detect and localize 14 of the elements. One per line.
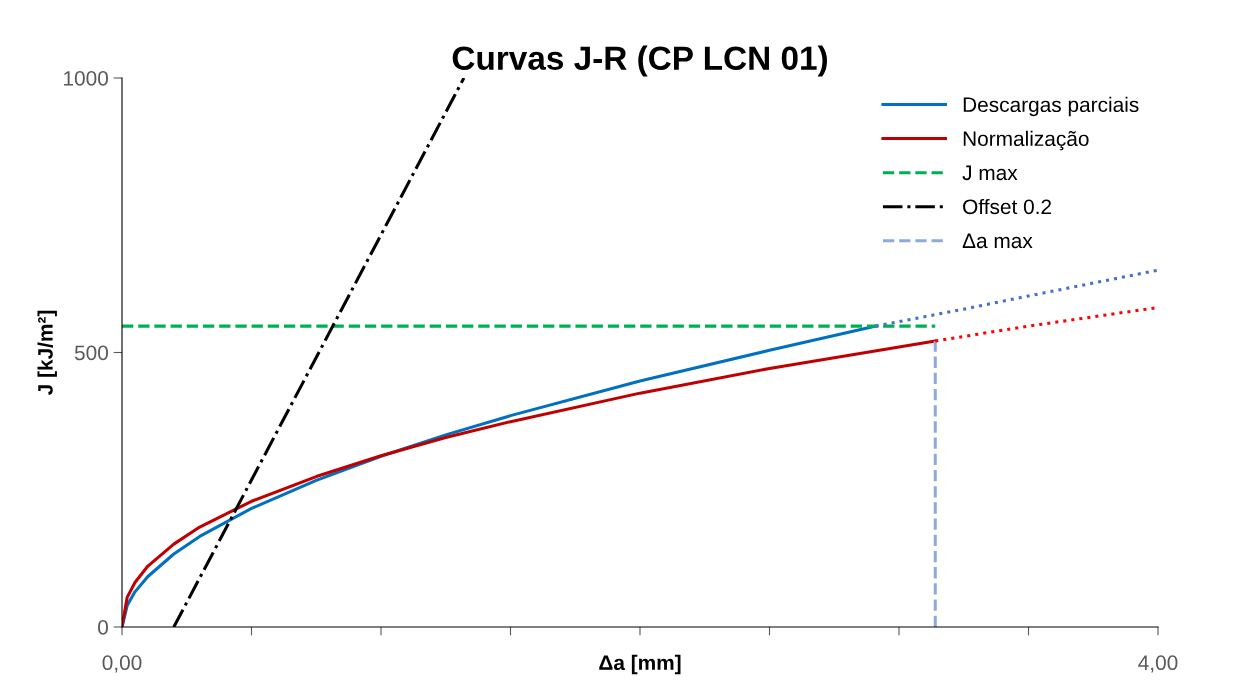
x-axis-title: Δa [mm] (599, 654, 681, 675)
y-tick-label: 0 (98, 620, 108, 635)
legend-label: Δa max (962, 233, 1033, 249)
legend-label: Normalização (963, 130, 1089, 151)
line-series (874, 268, 1158, 328)
x-tick-label: 0,00 (102, 655, 142, 673)
y-tick-label: 1000 (64, 71, 108, 86)
chart-title: Curvas J-R (CP LCN 01) (452, 45, 827, 77)
y-axis-title: J [kJ/m²] (37, 310, 57, 396)
legend-label: Offset 0.2 (963, 198, 1052, 215)
legend-label: J max (962, 165, 1018, 181)
y-tick-label: 500 (74, 345, 108, 361)
x-tick-label: 4,00 (1138, 655, 1178, 673)
legend-label: Descargas parciais (963, 96, 1139, 117)
